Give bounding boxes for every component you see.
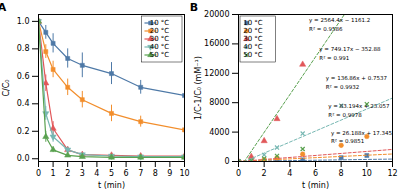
svg-text:y = 26.188x + 17.345: y = 26.188x + 17.345 xyxy=(331,130,393,137)
svg-text:C/C₀: C/C₀ xyxy=(2,79,11,96)
svg-text:7: 7 xyxy=(138,169,143,178)
svg-text:R² = 0.9851: R² = 0.9851 xyxy=(331,138,364,144)
svg-text:0: 0 xyxy=(236,169,241,178)
svg-text:9: 9 xyxy=(167,169,172,178)
svg-text:4: 4 xyxy=(94,169,99,178)
svg-text:R² = 0.991: R² = 0.991 xyxy=(319,55,349,61)
svg-text:1: 1 xyxy=(51,169,56,178)
svg-text:y = 2564.4x − 1161.2: y = 2564.4x − 1161.2 xyxy=(309,17,370,24)
svg-text:50 °C: 50 °C xyxy=(150,51,170,59)
svg-text:y = 749.17x − 352.88: y = 749.17x − 352.88 xyxy=(319,46,381,53)
svg-text:0.8: 0.8 xyxy=(17,44,30,53)
svg-text:4000: 4000 xyxy=(209,128,229,137)
svg-text:1.0: 1.0 xyxy=(17,17,30,26)
svg-text:8: 8 xyxy=(339,169,344,178)
svg-text:3: 3 xyxy=(80,169,85,178)
svg-text:12000: 12000 xyxy=(204,69,229,78)
svg-text:R² = 0.9586: R² = 0.9586 xyxy=(309,26,343,32)
svg-text:5: 5 xyxy=(109,169,114,178)
svg-text:30 °C: 30 °C xyxy=(150,35,170,43)
svg-text:y = 136.86x + 0.7537: y = 136.86x + 0.7537 xyxy=(326,75,388,82)
svg-text:0.0: 0.0 xyxy=(17,154,30,163)
svg-text:10: 10 xyxy=(362,169,372,178)
svg-text:40 °C: 40 °C xyxy=(150,43,170,51)
svg-text:6: 6 xyxy=(124,169,129,178)
svg-text:50 °C: 50 °C xyxy=(243,51,263,59)
svg-text:t (min): t (min) xyxy=(302,181,329,190)
svg-text:R² = 0.9932: R² = 0.9932 xyxy=(326,84,359,90)
svg-text:0.6: 0.6 xyxy=(17,72,30,81)
svg-text:y = 83.194x + 23.057: y = 83.194x + 23.057 xyxy=(328,103,390,110)
svg-text:2: 2 xyxy=(65,169,70,178)
svg-text:20 °C: 20 °C xyxy=(150,27,170,35)
svg-text:20000: 20000 xyxy=(204,10,229,19)
svg-text:R² = 0.9978: R² = 0.9978 xyxy=(328,112,362,118)
svg-text:0.2: 0.2 xyxy=(17,127,30,136)
svg-text:6: 6 xyxy=(313,169,318,178)
svg-text:10 °C: 10 °C xyxy=(243,19,263,27)
svg-text:30 °C: 30 °C xyxy=(243,35,263,43)
svg-text:8000: 8000 xyxy=(209,98,229,107)
svg-text:8: 8 xyxy=(153,169,158,178)
svg-text:A: A xyxy=(0,1,7,14)
svg-text:4: 4 xyxy=(287,169,292,178)
svg-text:12: 12 xyxy=(387,169,397,178)
svg-text:40 °C: 40 °C xyxy=(243,43,263,51)
svg-text:0.4: 0.4 xyxy=(17,99,30,108)
svg-text:0: 0 xyxy=(224,157,229,166)
svg-text:B: B xyxy=(190,1,198,14)
svg-text:t (min): t (min) xyxy=(98,181,125,190)
svg-text:10 °C: 10 °C xyxy=(150,19,170,27)
svg-text:20 °C: 20 °C xyxy=(243,27,263,35)
svg-text:2: 2 xyxy=(262,169,267,178)
svg-text:0: 0 xyxy=(36,169,41,178)
svg-text:16000: 16000 xyxy=(204,39,229,48)
svg-text:1/C-1/C₀ (mM⁻¹): 1/C-1/C₀ (mM⁻¹) xyxy=(194,56,203,120)
svg-text:10: 10 xyxy=(179,169,189,178)
